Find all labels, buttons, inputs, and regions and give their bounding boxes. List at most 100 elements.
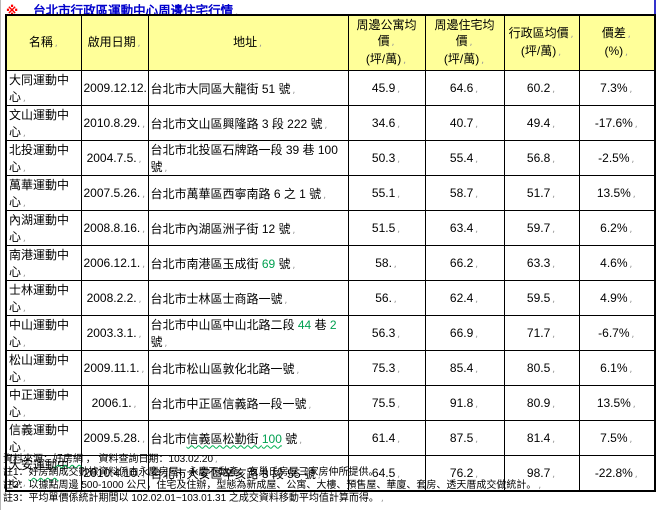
- name-cell: 松山運動中心,: [5, 350, 82, 386]
- header-label: 價差,: [601, 26, 632, 40]
- paragraph-mark: ,: [22, 339, 27, 348]
- price-diff-cell: -22.8%,: [578, 455, 656, 492]
- open-date-cell: 2008.8.16.,: [80, 210, 149, 246]
- apartment-price-cell: 64.5,: [347, 455, 426, 492]
- paragraph-mark: ,: [633, 120, 639, 129]
- district-price-cell: 49.4,: [503, 105, 580, 141]
- house-price-cell: 58.7,: [424, 175, 505, 211]
- col-header-price-diff: 價差, (%),: [578, 14, 656, 71]
- paragraph-mark: ,: [551, 400, 557, 409]
- address-cell: 台北市萬華區西寧南路 6 之 1 號,: [147, 175, 349, 211]
- paragraph-mark: ,: [628, 435, 634, 444]
- name-cell: 萬華運動中心,: [5, 175, 82, 211]
- page-left-edge: [0, 0, 1, 510]
- address-cell: 台北市內湖區洲子街 12 號,: [147, 210, 349, 246]
- paragraph-mark: ,: [132, 400, 138, 409]
- paragraph-mark: ,: [551, 470, 557, 479]
- paragraph-mark: ,: [379, 468, 385, 477]
- paragraph-mark: ,: [291, 85, 297, 95]
- paragraph-mark: ,: [234, 8, 239, 17]
- house-price-cell: 66.2,: [424, 245, 505, 281]
- col-header-apartment-avg: 周邊公寓均價, (坪/萬),: [347, 14, 426, 71]
- paragraph-mark: ,: [53, 39, 59, 48]
- district-price-cell: 98.7,: [503, 455, 580, 492]
- paragraph-mark: ,: [392, 295, 398, 304]
- paragraph-mark: ,: [141, 190, 147, 199]
- paragraph-mark: ,: [22, 269, 27, 278]
- name-cell: 大同運動中心,: [5, 70, 82, 106]
- apartment-price-cell: 55.1,: [347, 175, 426, 211]
- note-3: 註3：平均單價係統計期間以 102.02.01~103.01.31 之成交資料移…: [3, 492, 653, 505]
- address-number: 100: [261, 431, 282, 446]
- name-cell: 南港運動中心,: [5, 245, 82, 281]
- header-row: 名稱, 啟用日期, 地址, 周邊公寓均價, (坪/萬), 周邊住宅均價, (坪/萬), 行政區…: [5, 14, 656, 71]
- price-diff-cell: -6.7%,: [578, 315, 656, 351]
- paragraph-mark: ,: [140, 365, 146, 374]
- apartment-price-cell: 56.3,: [347, 315, 426, 351]
- col-header-house-avg: 周邊住宅均價, (坪/萬),: [424, 14, 505, 71]
- paragraph-mark: ,: [631, 190, 637, 199]
- source-line: 資料來源：好房網 ， 資料查詢日期：103.02.20,: [3, 453, 653, 466]
- name-cell: 中正運動中心,: [5, 385, 82, 421]
- house-price-cell: 66.9,: [424, 315, 505, 351]
- paragraph-mark: ,: [291, 225, 297, 235]
- price-diff-cell: 4.9%,: [578, 280, 656, 316]
- paragraph-mark: ,: [258, 39, 263, 48]
- price-diff-cell: 13.5%,: [578, 175, 656, 211]
- paragraph-mark: ,: [22, 129, 27, 138]
- open-date-cell: 2009.5.28.,: [80, 420, 149, 456]
- table-row: 士林運動中心, 2008.2.2., 台北市士林區士商路一號, 56., 62.4, 59…: [5, 280, 656, 316]
- price-diff-cell: -17.6%,: [578, 105, 656, 141]
- open-date-cell: 2003.3.1.,: [80, 315, 149, 351]
- paragraph-mark: ,: [163, 339, 169, 348]
- paragraph-mark: ,: [214, 455, 219, 464]
- paragraph-mark: ,: [468, 38, 474, 47]
- apartment-price-cell: 34.6,: [347, 105, 426, 141]
- house-price-cell: 55.4,: [424, 140, 505, 176]
- name-cell: 中山運動中心,: [5, 315, 82, 351]
- text-segment: 台北市士林區士商路一號: [150, 291, 283, 306]
- header-label: 周邊住宅均價,: [434, 18, 495, 48]
- paragraph-mark: ,: [474, 155, 480, 164]
- paragraph-mark: ,: [474, 120, 480, 129]
- price-diff-cell: -2.5%,: [578, 140, 656, 176]
- note-1: 註1：好房網成交數據資料係由永慶房屋、永慶不動產、有巢氏房屋三家房仲所提供。,: [3, 466, 653, 479]
- header-label: 啟用日期,: [87, 35, 142, 49]
- paragraph-mark: ,: [551, 155, 557, 164]
- text-segment: 台北市北投區石牌路一段 39 巷 100 號: [150, 143, 338, 174]
- text-segment: 信義區松勤街: [186, 431, 262, 446]
- apartment-price-cell: 58.,: [347, 245, 426, 281]
- paragraph-mark: ,: [141, 260, 147, 269]
- paragraph-mark: ,: [163, 164, 169, 173]
- house-price-cell: 64.6,: [424, 70, 505, 106]
- text-segment: 台北市萬華區西寧南路 6 之 1 號: [150, 186, 322, 201]
- paragraph-mark: ,: [22, 374, 27, 383]
- text-segment: 號: [275, 256, 291, 271]
- paragraph-mark: ,: [551, 225, 557, 234]
- district-price-cell: 80.9,: [503, 385, 580, 421]
- paragraph-mark: ,: [22, 199, 27, 208]
- header-unit: (坪/萬),: [365, 52, 408, 66]
- table-row: 中山運動中心, 2003.3.1., 台北市中山區中山北路二段 44 巷 2 號, 5…: [5, 315, 656, 351]
- apartment-price-cell: 50.3,: [347, 140, 426, 176]
- text-segment: 台北市南港區玉成街: [150, 256, 262, 271]
- name-cell: 大安運動中心,: [5, 455, 82, 492]
- address-cell: 台北市中正區信義路一段一號,: [147, 385, 349, 421]
- house-price-cell: 63.4,: [424, 210, 505, 246]
- col-header-address: 地址,: [147, 14, 349, 71]
- paragraph-mark: ,: [379, 494, 385, 503]
- price-diff-cell: 13.5%,: [578, 385, 656, 421]
- open-date-cell: 2010.8.29.,: [80, 105, 149, 141]
- paragraph-mark: ,: [551, 435, 557, 444]
- table-row: 南港運動中心, 2006.12.1., 台北市南港區玉成街 69 號, 58., 66.…: [5, 245, 656, 281]
- address-number: 44: [297, 318, 312, 332]
- paragraph-mark: ,: [141, 435, 147, 444]
- table-row: 大同運動中心,2009.12.12.,台北市大同區大龍街 51 號,45.9,6…: [5, 70, 656, 106]
- paragraph-mark: ,: [474, 400, 480, 409]
- text-segment: 好房網: [53, 454, 83, 465]
- table-row: 中正運動中心, 2006.1., 台北市中正區信義路一段一號, 75.5, 91.8, 8…: [5, 385, 656, 421]
- paragraph-mark: ,: [474, 435, 480, 444]
- header-unit: (%),: [604, 44, 630, 58]
- paragraph-mark: ,: [628, 85, 634, 94]
- table-header: 名稱, 啟用日期, 地址, 周邊公寓均價, (坪/萬), 周邊住宅均價, (坪/萬), 行政區…: [5, 14, 656, 71]
